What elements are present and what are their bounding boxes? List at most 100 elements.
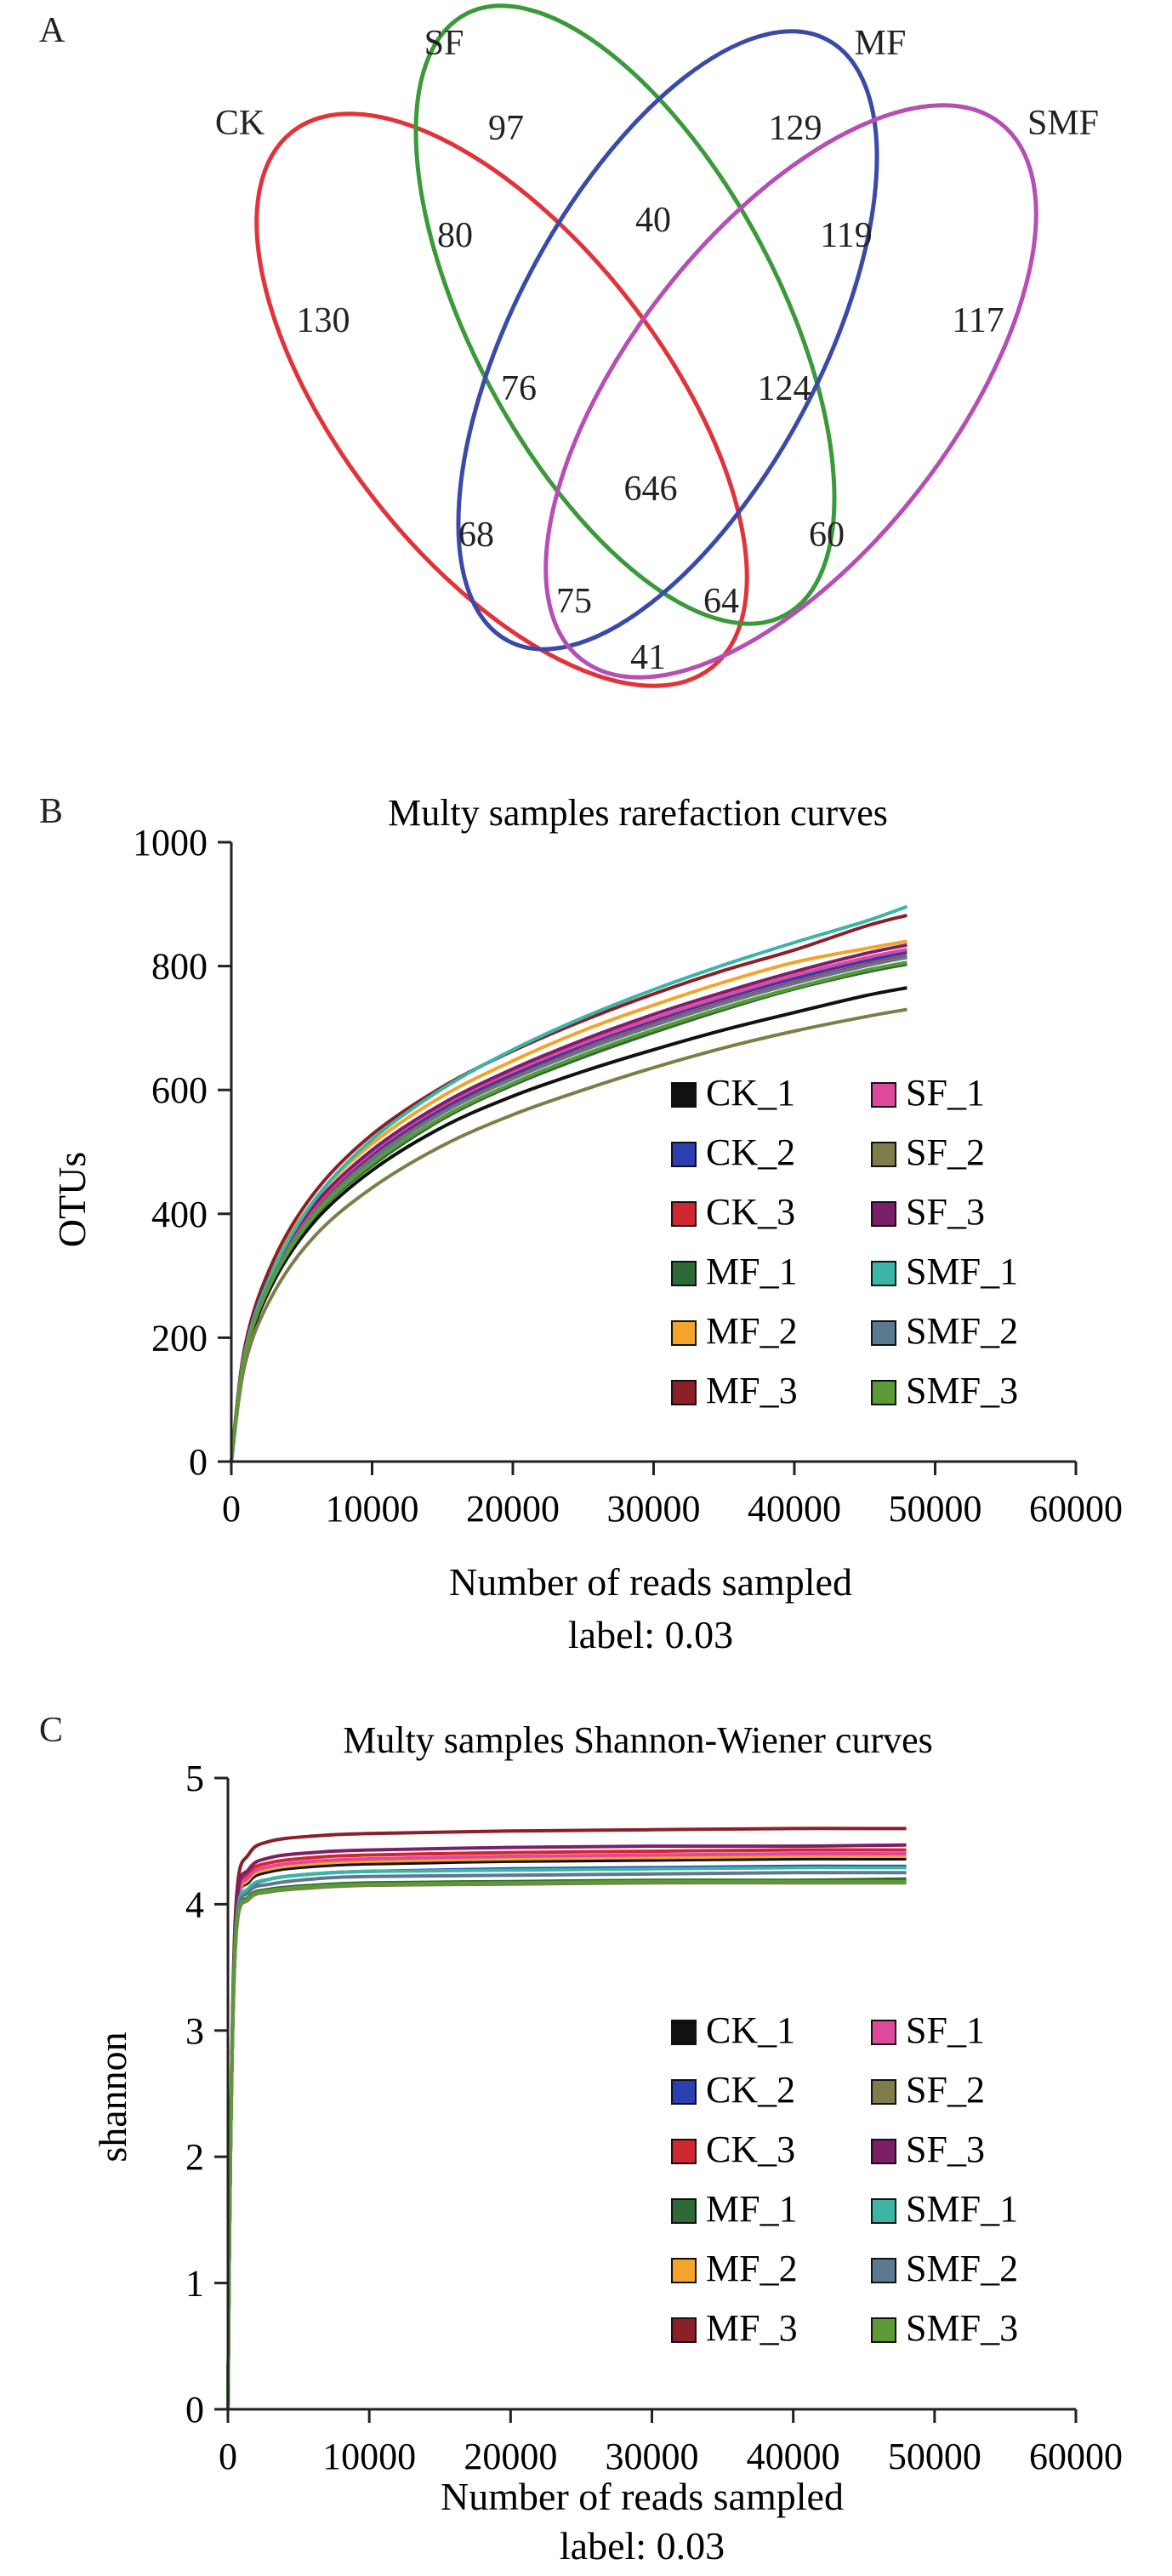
y-tick-label: 4 — [185, 1884, 204, 1925]
legend-swatch — [671, 2020, 697, 2045]
legend-swatch — [871, 1142, 896, 1167]
series-line-ck-2 — [226, 1864, 907, 2410]
y-tick-label: 1 — [185, 2263, 204, 2305]
x-axis-sublabel: label: 0.03 — [560, 2524, 725, 2567]
venn-region-value: 646 — [624, 470, 678, 509]
y-tick-label: 600 — [151, 1069, 208, 1111]
venn-set-label-mf: MF — [855, 24, 907, 63]
legend-label: MF_1 — [706, 1251, 798, 1292]
y-tick-label: 0 — [185, 2389, 204, 2431]
series-line-mf-3 — [226, 1827, 907, 2410]
venn-region-value: 64 — [703, 582, 739, 621]
x-tick-label: 60000 — [1029, 1488, 1123, 1530]
venn-region-value: 117 — [952, 301, 1004, 340]
legend-swatch — [671, 1142, 697, 1167]
x-tick-label: 30000 — [606, 2436, 699, 2477]
venn-region-value: 124 — [758, 369, 811, 408]
series-line-ck-1 — [226, 1856, 907, 2410]
legend-swatch — [871, 2198, 896, 2224]
series-line-smf-1 — [226, 1866, 907, 2410]
venn-region-value: 68 — [458, 516, 494, 555]
y-tick-label: 0 — [189, 1441, 208, 1483]
venn-region-value: 60 — [809, 516, 845, 555]
legend-swatch — [871, 2079, 896, 2105]
legend-label: SF_3 — [906, 1191, 985, 1233]
x-axis-label: Number of reads sampled — [441, 2475, 844, 2518]
legend-label: SF_1 — [906, 2009, 985, 2051]
series-line-sf-1 — [226, 1851, 907, 2410]
y-tick-label: 200 — [151, 1317, 208, 1359]
legend-swatch — [871, 1261, 896, 1286]
legend-swatch — [871, 2020, 896, 2045]
y-tick-label: 5 — [185, 1758, 204, 1799]
legend-swatch — [671, 2198, 697, 2224]
venn-ellipse-sf — [413, 3, 837, 626]
shannon-panel: C Multy samples Shannon-Wiener curves sh… — [0, 1693, 1172, 2576]
legend-swatch — [671, 2258, 697, 2283]
rarefaction-panel: B Multy samples rarefaction curves OTUs … — [0, 766, 1172, 1676]
venn-region-value: 119 — [820, 216, 872, 255]
series-line-ck-3 — [230, 955, 907, 1462]
venn-region-value: 130 — [297, 301, 350, 340]
x-tick-label: 50000 — [888, 2436, 981, 2477]
venn-set-label-ck: CK — [215, 104, 265, 143]
legend-swatch — [671, 2139, 697, 2164]
venn-region-value: 129 — [769, 109, 822, 148]
x-tick-label: 30000 — [607, 1488, 701, 1530]
series-line-sf-3 — [226, 1843, 907, 2410]
x-tick-label: 40000 — [748, 1488, 841, 1530]
shannon-chart: Multy samples Shannon-Wiener curves shan… — [91, 1719, 1123, 2567]
legend-label: CK_2 — [706, 2069, 795, 2111]
legend-label: SMF_3 — [906, 2307, 1018, 2349]
series-line-mf-1 — [226, 1877, 907, 2410]
series-line-sf-2 — [226, 1881, 907, 2410]
legend-swatch — [671, 2079, 697, 2105]
legend-swatch — [671, 1261, 697, 1286]
x-axis-sublabel: label: 0.03 — [568, 1613, 733, 1656]
y-tick-label: 800 — [151, 946, 208, 988]
legend-label: SMF_2 — [906, 2248, 1018, 2289]
series-line-smf-2 — [226, 1871, 907, 2410]
series-line-mf-2 — [226, 1854, 907, 2410]
x-tick-label: 20000 — [466, 1488, 560, 1530]
venn-region-value: 40 — [635, 201, 671, 240]
venn-ellipse-ck — [254, 111, 749, 688]
venn-region-value: 41 — [630, 638, 666, 677]
y-axis-label: shannon — [91, 2032, 134, 2162]
legend-swatch — [871, 2258, 896, 2283]
series-line-mf-1 — [230, 962, 907, 1462]
legend-label: MF_2 — [706, 2248, 798, 2289]
legend-label: CK_1 — [706, 2009, 795, 2051]
series-line-smf-3 — [230, 960, 907, 1462]
legend-swatch — [871, 1320, 896, 1346]
legend-swatch — [871, 2317, 896, 2343]
legend-swatch — [871, 1201, 896, 1227]
y-axis-label: OTUs — [50, 1152, 94, 1247]
legend-swatch — [871, 1380, 896, 1405]
series-line-smf-2 — [230, 955, 907, 1462]
legend-swatch — [671, 1201, 697, 1227]
x-tick-label: 50000 — [889, 1488, 982, 1530]
legend-label: CK_2 — [706, 1131, 795, 1173]
venn-ellipse-mf — [456, 29, 879, 652]
venn-panel: A CK SF MF SMF 97 129 80 40 119 130 117 … — [0, 0, 1172, 723]
venn-set-label-sf: SF — [424, 24, 464, 63]
x-tick-label: 10000 — [322, 2436, 416, 2477]
panel-label-b: B — [39, 792, 64, 831]
x-tick-label: 0 — [222, 1488, 241, 1530]
venn-region-value: 80 — [437, 216, 473, 255]
series-line-smf-1 — [230, 904, 908, 1462]
legend-label: CK_1 — [706, 1072, 795, 1114]
legend-label: SF_2 — [906, 2069, 985, 2111]
legend-label: SMF_1 — [906, 2188, 1018, 2230]
panel-label-c: C — [39, 1711, 64, 1750]
series-line-ck-3 — [226, 1848, 907, 2410]
legend-label: SMF_3 — [906, 1370, 1018, 1411]
legend-label: CK_3 — [706, 2129, 795, 2170]
x-tick-label: 10000 — [326, 1488, 419, 1530]
venn-region-value: 97 — [488, 109, 524, 148]
venn-diagram: CK SF MF SMF 97 129 80 40 119 130 117 76… — [215, 3, 1099, 688]
chart-title: Multy samples Shannon-Wiener curves — [343, 1719, 933, 1761]
legend-swatch — [671, 1082, 697, 1108]
chart-title: Multy samples rarefaction curves — [388, 792, 888, 834]
